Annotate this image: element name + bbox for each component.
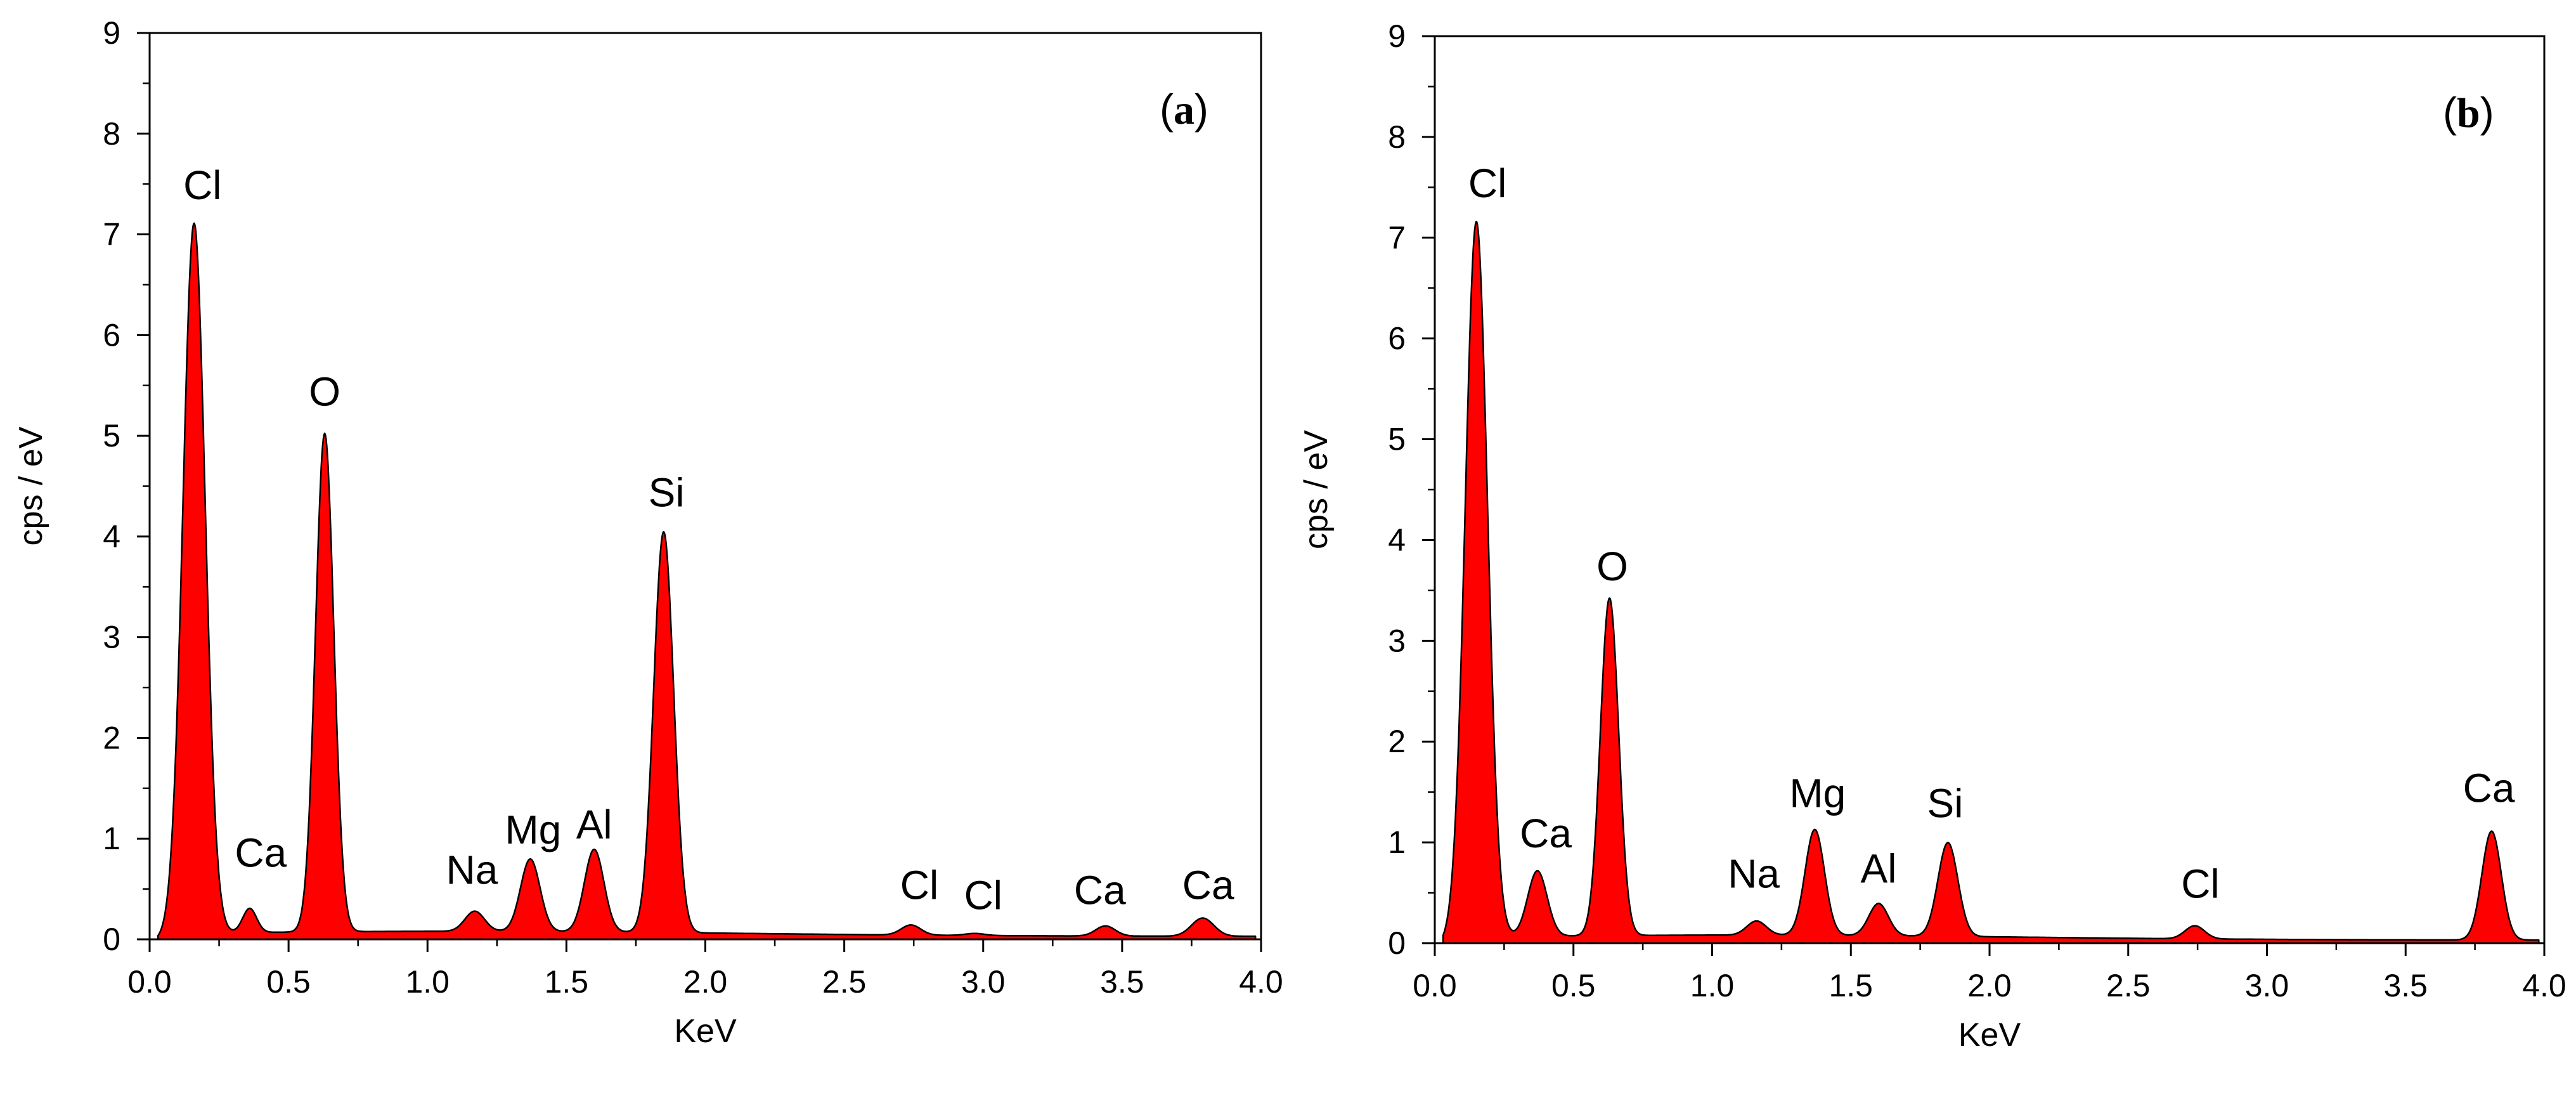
panel-label-a-letter: a xyxy=(1174,87,1194,133)
x-tick-label: 4.0 xyxy=(2522,968,2566,1003)
peak-label-na: Na xyxy=(446,847,498,893)
spectrum-area-path xyxy=(157,222,1257,941)
panel-label-b: (b) xyxy=(2443,89,2494,136)
y-tick-label: 2 xyxy=(1388,724,1406,759)
y-tick-label: 2 xyxy=(103,720,120,755)
peak-label-mg: Mg xyxy=(1789,771,1846,816)
x-tick-label: 1.5 xyxy=(545,964,589,1000)
x-axis-title-a: KeV xyxy=(674,1013,737,1050)
panel-label-b-letter: b xyxy=(2457,90,2480,136)
y-axis-ticks-b: 0 1 2 3 4 5 6 7 8 9 xyxy=(1388,18,1435,961)
y-axis-ticks-a: 0 1 2 3 4 5 6 7 8 9 xyxy=(103,15,150,957)
x-tick-label: 0.5 xyxy=(266,964,311,1000)
plot-frame-a xyxy=(148,32,1262,941)
peak-label-o: O xyxy=(1596,544,1628,589)
y-axis-title-b: cps / eV xyxy=(1298,430,1335,549)
y-tick-label: 7 xyxy=(1388,220,1406,256)
panel-label-a-open-paren: ( xyxy=(1160,86,1174,133)
x-tick-label: 2.5 xyxy=(822,964,867,1000)
y-axis-title-a: cps / eV xyxy=(13,426,49,545)
plot-frame-b xyxy=(1434,35,2546,944)
x-tick-label: 2.0 xyxy=(683,964,728,1000)
peak-label-si: Si xyxy=(1927,780,1964,826)
x-tick-label: 1.0 xyxy=(405,964,450,1000)
y-tick-label: 8 xyxy=(1388,119,1406,155)
peak-label-cl: Cl xyxy=(900,863,938,908)
peak-label-si: Si xyxy=(649,469,685,515)
panel-label-b-open-paren: ( xyxy=(2443,89,2457,136)
x-tick-label: 0.0 xyxy=(127,964,172,1000)
x-tick-label: 1.5 xyxy=(1828,968,1873,1003)
y-tick-label: 8 xyxy=(103,116,120,152)
x-axis-ticks-a: 0.0 0.5 1.0 1.5 2.0 2.5 3.0 3.5 4.0 xyxy=(127,939,1283,1000)
spectrum-area-path xyxy=(1442,221,2540,944)
x-tick-label: 3.0 xyxy=(2245,968,2289,1003)
peak-label-na: Na xyxy=(1728,851,1780,897)
y-tick-label: 3 xyxy=(103,620,120,655)
peak-label-ca: Ca xyxy=(235,830,287,876)
x-tick-label: 4.0 xyxy=(1239,964,1283,1000)
y-tick-label: 7 xyxy=(103,217,120,252)
y-tick-label: 1 xyxy=(1388,825,1406,860)
peak-label-cl: Cl xyxy=(964,872,1002,918)
y-tick-label: 6 xyxy=(103,317,120,353)
y-tick-label: 3 xyxy=(1388,623,1406,658)
x-tick-label: 2.0 xyxy=(1967,968,2012,1003)
x-axis-title-b: KeV xyxy=(1958,1017,2021,1054)
y-tick-label: 5 xyxy=(1388,422,1406,457)
peak-label-al: Al xyxy=(576,802,612,847)
spectrum-area-b xyxy=(1442,221,2540,944)
y-tick-label: 1 xyxy=(103,821,120,856)
y-tick-label: 0 xyxy=(103,922,120,957)
x-tick-label: 3.5 xyxy=(1100,964,1144,1000)
peak-label-cl: Cl xyxy=(2181,861,2219,907)
panel-label-a-close-paren: ) xyxy=(1194,86,1208,133)
x-tick-label: 1.0 xyxy=(1690,968,1735,1003)
spectrum-area-a xyxy=(157,222,1257,941)
peak-label-cl: Cl xyxy=(183,162,221,208)
x-tick-label: 0.5 xyxy=(1551,968,1596,1003)
x-tick-label: 2.5 xyxy=(2106,968,2151,1003)
peak-label-cl: Cl xyxy=(1468,160,1506,206)
peak-label-al: Al xyxy=(1861,846,1897,892)
panel-label-b-close-paren: ) xyxy=(2480,89,2494,136)
y-tick-label: 9 xyxy=(1388,18,1406,54)
peak-label-o: O xyxy=(309,369,340,415)
x-axis-ticks-b: 0.0 0.5 1.0 1.5 2.0 2.5 3.0 3.5 4.0 xyxy=(1413,943,2566,1003)
peak-label-mg: Mg xyxy=(505,807,561,852)
y-tick-label: 0 xyxy=(1388,925,1406,961)
y-tick-label: 4 xyxy=(103,519,120,554)
peak-label-ca: Ca xyxy=(1182,863,1234,908)
y-tick-label: 9 xyxy=(103,15,120,51)
panel-label-a: (a) xyxy=(1160,86,1208,133)
y-tick-label: 6 xyxy=(1388,321,1406,356)
peak-label-ca: Ca xyxy=(1074,867,1126,913)
x-tick-label: 0.0 xyxy=(1413,968,1457,1003)
y-tick-label: 5 xyxy=(103,418,120,453)
y-tick-label: 4 xyxy=(1388,522,1406,558)
peak-label-ca: Ca xyxy=(2463,766,2515,811)
x-tick-label: 3.5 xyxy=(2383,968,2428,1003)
peak-label-ca: Ca xyxy=(1520,811,1572,856)
x-tick-label: 3.0 xyxy=(961,964,1006,1000)
